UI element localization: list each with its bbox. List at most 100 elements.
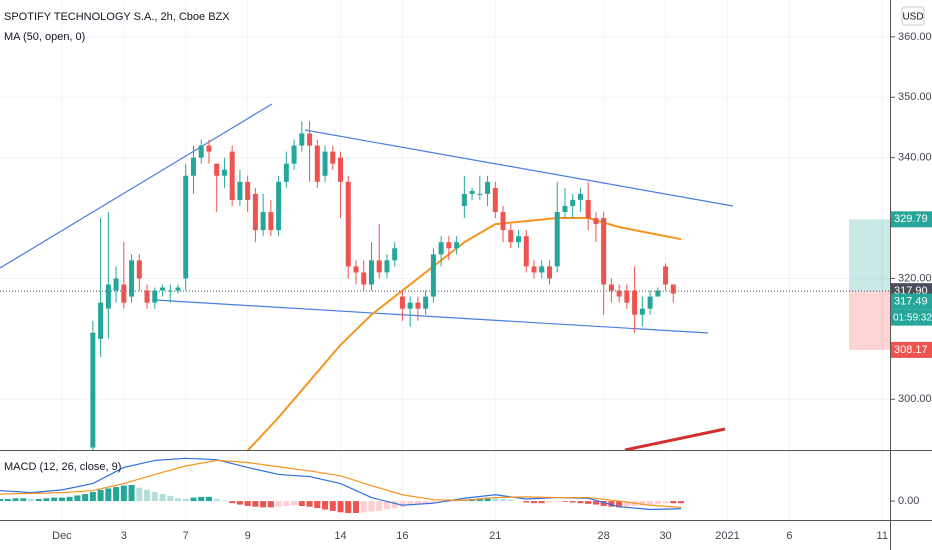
histogram-bar (314, 501, 321, 509)
histogram-bar (523, 501, 530, 503)
histogram-bar (198, 496, 205, 502)
x-tick-label: 21 (489, 530, 501, 542)
indicator-label: MACD (12, 26, close, 9) (4, 461, 121, 473)
candle-body (546, 266, 552, 279)
histogram-bar (422, 501, 429, 504)
candle-body (454, 242, 460, 249)
histogram-bar (82, 494, 89, 502)
candle-body (407, 302, 413, 309)
histogram-bar (51, 497, 58, 502)
histogram-bar (221, 500, 228, 502)
histogram-bar (244, 501, 251, 506)
histogram-bar (175, 498, 181, 502)
histogram-bar (151, 491, 158, 502)
currency-button[interactable] (901, 6, 925, 26)
histogram-bar (35, 498, 42, 502)
histogram-bar (329, 501, 336, 511)
candle-body (121, 284, 127, 303)
price-badge (891, 293, 932, 310)
candle-body (314, 145, 320, 182)
histogram-bar (577, 501, 584, 504)
candle-body (639, 308, 645, 315)
candle-body (221, 169, 227, 176)
grid (0, 0, 890, 520)
histogram-bar (120, 485, 127, 502)
candle-body (276, 181, 282, 231)
trend-line (624, 427, 726, 450)
histogram-bar (105, 488, 112, 502)
drawings (0, 103, 734, 450)
candle-body (322, 151, 328, 176)
candle-body (345, 181, 351, 267)
histogram-bar (353, 501, 359, 513)
histogram-bar (430, 501, 437, 504)
candle-body (508, 230, 514, 243)
histogram-bar (205, 496, 212, 502)
candle-body (260, 212, 266, 231)
candle-body (368, 260, 374, 285)
histogram-bar (89, 491, 96, 502)
candle-body (136, 260, 142, 279)
histogram-bar (678, 501, 685, 504)
x-tick-label: 11 (877, 530, 888, 542)
histogram-bar (236, 501, 243, 505)
histogram-bar (670, 501, 677, 504)
x-tick-label: 9 (245, 530, 251, 542)
histogram-bar (476, 498, 483, 502)
candle-body (670, 284, 676, 294)
candle-body (167, 290, 173, 292)
candle-body (531, 266, 537, 273)
y-tick-label: 340.00 (898, 152, 932, 164)
histogram-bar (144, 489, 151, 502)
axes: Dec 3 7 9 14 16 21 28 30 2021 6 11 300.00 320.00 340.0… (52, 31, 932, 542)
histogram-bar (43, 498, 50, 502)
histogram-bar (113, 487, 120, 502)
histogram-bar (337, 501, 344, 513)
trend-line (304, 129, 734, 207)
candle-body (399, 296, 405, 309)
y-tick-label: 360.00 (898, 31, 932, 43)
candle-body (492, 187, 498, 213)
candle-body (353, 266, 359, 273)
histogram-bar (360, 501, 367, 513)
histogram-bar (182, 498, 189, 502)
chart-title: SPOTIFY TECHNOLOGY S.A., 2h, Cboe BZX (4, 11, 230, 23)
candle-body (415, 302, 421, 309)
histogram-bar (407, 501, 414, 506)
candle-body (198, 145, 204, 158)
currency: USD (902, 12, 923, 23)
x-tick-label: 3 (121, 530, 127, 542)
x-tick-label: 28 (598, 530, 610, 542)
histogram-bar (20, 498, 27, 502)
candle-body (307, 133, 313, 146)
candle-body (113, 278, 119, 291)
candle-body (430, 254, 436, 297)
histogram-bar (623, 501, 630, 507)
histogram-bar (554, 501, 561, 502)
histogram-bar (484, 497, 491, 502)
candle-body (190, 157, 196, 176)
indicator-label: MA (50, open, 0) (4, 31, 85, 43)
price-badge (891, 211, 932, 228)
signal-line (0, 459, 682, 508)
histogram-bar (616, 501, 623, 508)
candle-body (500, 212, 506, 231)
candle-body (299, 133, 305, 146)
x-tick-label: 14 (334, 530, 346, 542)
candle-body (469, 190, 475, 194)
histogram-bar (507, 499, 514, 502)
histogram-bar (654, 501, 661, 504)
candle-body (585, 199, 591, 219)
candle-body (438, 242, 444, 255)
candle-body (160, 287, 166, 291)
histogram-bar (391, 501, 398, 509)
histogram-bar (291, 501, 298, 506)
countdown-badge (891, 309, 932, 326)
candle-body (376, 260, 382, 273)
candle-body (206, 145, 212, 152)
histogram-bar (322, 501, 329, 510)
candle-body (129, 260, 135, 297)
candle-body (268, 212, 274, 231)
candle-body (423, 296, 429, 309)
